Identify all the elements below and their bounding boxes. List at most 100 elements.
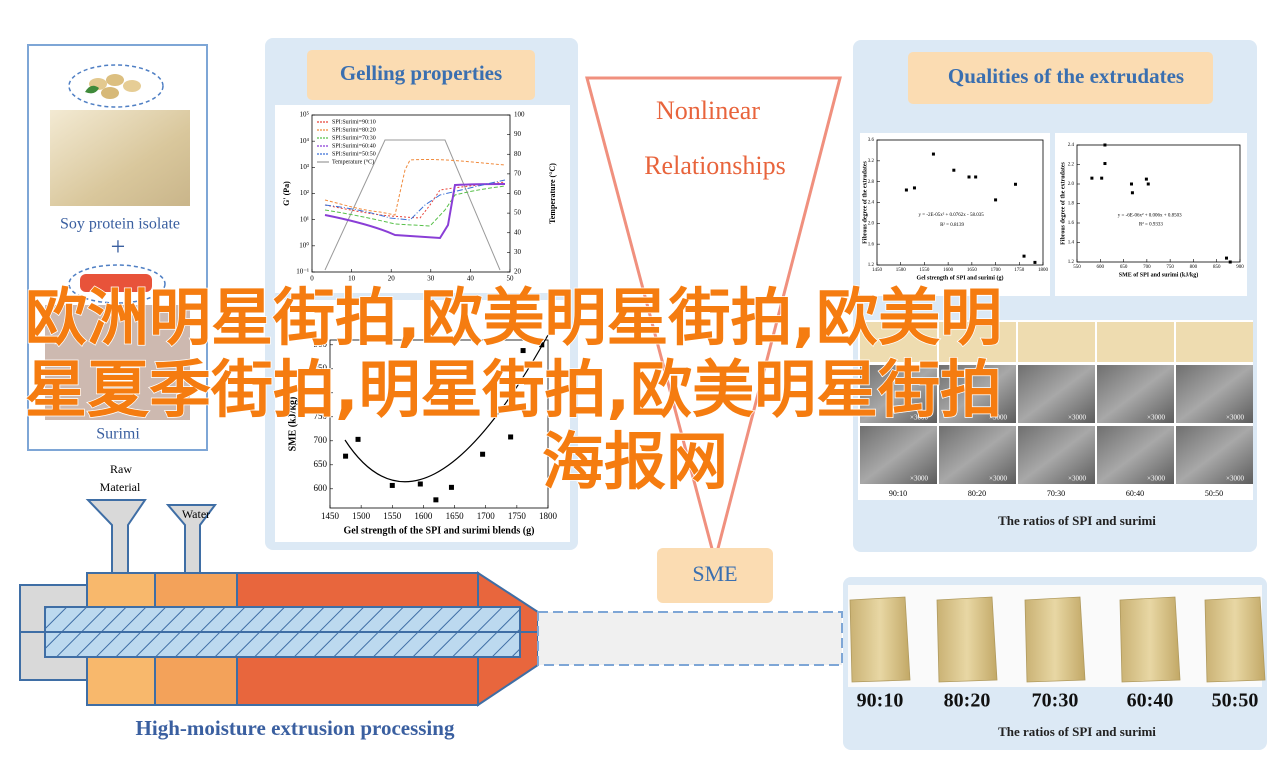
sem-image (1176, 365, 1253, 423)
fit-r2: R² = 0.9333 (1139, 222, 1163, 228)
cooling-die (537, 611, 843, 666)
watermark: 欧洲明星街拍,欧美明星街拍,欧美明 星夏季街拍,明星街拍,欧美明星街拍 海报网 (24, 280, 1003, 499)
legend-label: SPI:Surimi=70:30 (332, 135, 376, 141)
ratio-label: 50:50 (1212, 690, 1259, 712)
ratio-label: 70:30 (1032, 690, 1079, 712)
surimi-slice (80, 274, 152, 292)
data-point (343, 453, 349, 459)
y-tick-label: 10⁴ (300, 137, 310, 145)
data-point (448, 484, 454, 490)
y-tick-label: 900 (314, 339, 328, 349)
y-tick-label: 800 (314, 387, 328, 397)
data-point (520, 348, 526, 354)
y-tick-label: 1.2 (868, 263, 875, 268)
extrudate-photo (939, 322, 1016, 362)
bean (101, 87, 119, 99)
x-tick-label: 1550 (383, 511, 402, 521)
sem-ratio-label: 60:40 (1126, 489, 1144, 498)
y2-tick-label: 90 (514, 130, 522, 138)
y-tick-label: 2.4 (1068, 143, 1075, 148)
powder-image (50, 110, 190, 206)
y-tick-label: 1.4 (1068, 241, 1075, 246)
panel-title: Gelling properties (340, 61, 502, 85)
x-tick-label: 800 (1190, 265, 1198, 270)
data-point (1129, 182, 1133, 186)
x-tick-label: 1450 (872, 268, 883, 273)
magnification-label: ×3000 (989, 414, 1007, 422)
y-tick-label: 3.6 (868, 138, 875, 143)
extrudate-sample (1119, 596, 1181, 683)
beans-image (68, 64, 164, 108)
fit-equation: y = -2E-05x² + 0.0762x - 58.035 (919, 212, 985, 218)
sem-image (1018, 365, 1095, 423)
center-label: Relationships (644, 151, 786, 180)
x-tick-label: 1800 (1038, 268, 1049, 273)
extrudate-photo (1018, 322, 1095, 362)
modulus-curve (324, 185, 506, 227)
magnification-label: ×3000 (910, 475, 928, 483)
y-axis-label: Fibrous degree of the extrudates (862, 160, 868, 243)
extrudate-photo (1176, 322, 1253, 362)
data-point (480, 451, 486, 457)
data-point (912, 186, 916, 190)
data-point (1224, 256, 1228, 260)
ingredients-panel: Soy protein isolate + Surimi (27, 44, 208, 451)
x-tick-label: 1750 (508, 511, 527, 521)
watermark-line: 星夏季街拍,明星街拍,欧美明星街拍 (25, 353, 1002, 426)
y2-tick-label: 60 (514, 189, 522, 197)
sme-label: SME (692, 561, 737, 586)
data-point (1103, 162, 1107, 166)
data-point (1146, 182, 1150, 186)
y-tick-label: 750 (314, 411, 328, 421)
data-point (1090, 176, 1094, 180)
fit-equation: y = -6E-06x² + 0.006x + 0.8503 (1118, 212, 1182, 218)
x-axis-label: SME of SPI and surimi (kJ/kg) (1119, 271, 1199, 278)
y2-axis-label: Temperature (°C) (548, 163, 557, 224)
ratio-label: 60:40 (1127, 690, 1174, 712)
chart-background (1055, 133, 1247, 296)
fit-r2: R² = 0.8139 (940, 222, 964, 228)
center: Nonlinear Relationships SME (585, 76, 842, 603)
y2-tick-label: 80 (514, 150, 522, 158)
magnification-label: ×3000 (989, 475, 1007, 483)
sem-ratio-label: 70:30 (1047, 489, 1065, 498)
y2-tick-label: 20 (514, 268, 522, 276)
center-label: Nonlinear (656, 96, 760, 125)
data-point (1013, 182, 1017, 186)
magnification-label: ×3000 (910, 414, 928, 422)
chart-background (860, 133, 1050, 296)
x-tick-label: 1600 (414, 511, 433, 521)
ingredient-label: Surimi (96, 426, 140, 443)
caption: High-moisture extrusion processing (136, 716, 455, 740)
x-tick-label: 600 (1097, 265, 1105, 270)
fit-curve (344, 334, 549, 483)
x-axis-label: Gel strength of SPI and surimi (g) (917, 274, 1004, 281)
y2-tick-label: 40 (514, 228, 522, 236)
y-tick-label: 10² (300, 189, 309, 197)
y-tick-label: 1.6 (868, 242, 875, 247)
x-tick-label: 1500 (352, 511, 371, 521)
y2-tick-label: 100 (514, 111, 525, 119)
y-tick-label: 2.2 (1068, 163, 1075, 168)
modulus-curve (324, 183, 506, 240)
extruder: Raw Material Water High-moisture extrusi… (19, 462, 843, 740)
sem-grid: ×3000×300090:10×3000×300080:20×3000×3000… (860, 322, 1253, 498)
panel-title: Qualities of the extrudates (948, 64, 1184, 88)
water-inlet (165, 504, 217, 574)
y-tick-label: 600 (314, 483, 328, 493)
legend-label: SPI:Surimi=90:10 (332, 119, 376, 125)
data-point (1103, 143, 1107, 147)
bean (106, 74, 124, 86)
modulus-curve (324, 158, 506, 216)
y-axis-label: G' (Pa) (282, 181, 291, 206)
x-tick-label: 1550 (919, 268, 930, 273)
x-tick-label: 1700 (991, 268, 1002, 273)
y-tick-label: 2.8 (868, 180, 875, 185)
extrudate-sample (1204, 596, 1266, 683)
x-tick-label: 1600 (943, 268, 954, 273)
x-tick-label: 1450 (321, 511, 340, 521)
data-point (974, 175, 978, 179)
y-tick-label: 1.8 (1068, 202, 1075, 207)
ingredient-label: Soy protein isolate (60, 216, 180, 233)
sem-image (939, 426, 1016, 484)
